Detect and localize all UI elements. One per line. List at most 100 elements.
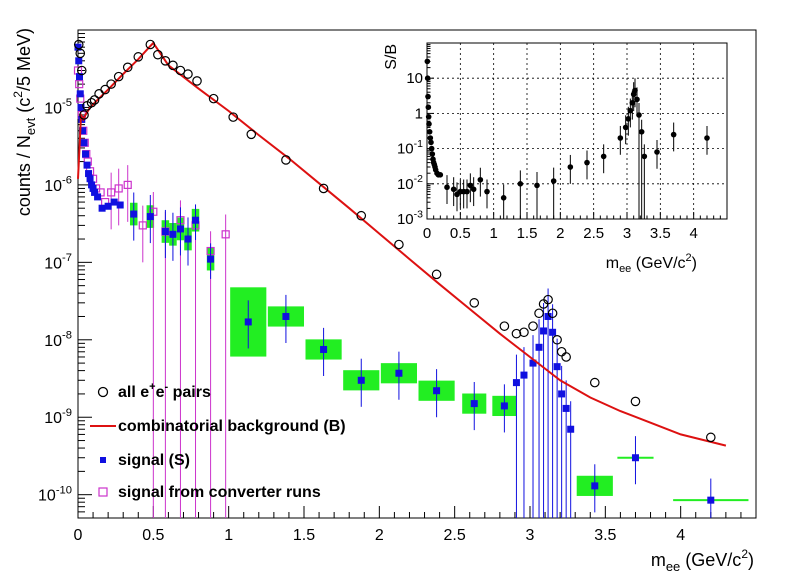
inset-point	[500, 195, 507, 201]
all-pairs-point	[89, 95, 100, 105]
signal-point	[395, 369, 403, 377]
inset-x-tick-label: 3.5	[650, 225, 671, 242]
inset-x-tick-label: 2	[556, 225, 564, 242]
all-pairs-point	[318, 183, 329, 194]
signal-point	[553, 363, 561, 371]
inset-point	[534, 182, 540, 189]
inset-point	[450, 186, 457, 193]
all-pairs-point	[499, 321, 510, 331]
converter-point	[114, 184, 123, 193]
signal-point	[80, 139, 88, 147]
signal-point	[320, 345, 328, 353]
legend-all-pairs-marker	[97, 386, 109, 398]
all-pairs-point	[705, 432, 716, 443]
signal-point	[207, 255, 215, 263]
inset-point	[424, 75, 431, 81]
signal-point	[98, 204, 106, 212]
signal-point	[591, 482, 599, 490]
x-tick-label: 4	[676, 527, 685, 544]
converter-point	[138, 221, 147, 230]
all-pairs-point	[246, 129, 257, 140]
all-pairs-point	[552, 334, 562, 345]
inset-x-tick-label: 1.5	[517, 225, 538, 242]
inset-point	[670, 131, 677, 138]
signal-point	[433, 387, 441, 395]
inset-point	[425, 93, 431, 100]
inset-point	[427, 135, 434, 141]
signal-point	[520, 371, 528, 379]
all-pairs-point	[534, 308, 544, 319]
signal-point	[176, 225, 184, 233]
inset-point	[444, 184, 450, 191]
signal-point	[282, 312, 290, 320]
signal-point	[567, 425, 575, 433]
y-tick-label: 10-7	[44, 252, 72, 272]
converter-point	[123, 180, 132, 189]
all-pairs-point	[168, 60, 178, 71]
all-pairs-point	[192, 76, 202, 86]
all-pairs-point	[528, 321, 538, 331]
all-pairs-point	[86, 97, 97, 108]
legend-signal-marker	[100, 457, 106, 463]
signal-point	[549, 328, 557, 336]
x-tick-label: 2.5	[444, 527, 466, 544]
all-pairs-point	[394, 239, 404, 250]
signal-point	[94, 193, 102, 201]
x-tick-label: 3	[526, 527, 535, 544]
signal-point	[244, 318, 252, 326]
all-pairs-point	[106, 79, 116, 89]
all-pairs-point	[100, 84, 110, 95]
inset-point	[634, 96, 640, 103]
all-pairs-point	[113, 71, 124, 82]
all-pairs-point	[79, 110, 89, 120]
inset-point	[425, 104, 432, 111]
signal-point	[192, 216, 200, 224]
inset-y-tick-label: 10	[406, 70, 423, 87]
y-tick-label: 10-5	[44, 97, 72, 117]
signal-point	[512, 379, 520, 387]
signal-point	[707, 496, 715, 504]
inset-x-tick-label: 0	[423, 225, 431, 242]
all-pairs-point	[153, 49, 163, 60]
inset-point	[638, 129, 645, 135]
signal-point	[535, 343, 543, 351]
legend: all e+e- pairs combinatorial background (…	[90, 381, 346, 501]
signal-point	[169, 230, 177, 238]
y-tick-label: 10-6	[44, 175, 72, 195]
inset-point	[636, 112, 642, 118]
inset-x-tick-label: 3	[623, 225, 631, 242]
inset-y-tick-label: 1	[415, 105, 423, 122]
signal-point	[562, 404, 570, 412]
signal-point	[146, 213, 154, 221]
legend-all-pairs-label: all e+e- pairs	[118, 381, 211, 401]
inset-x-axis-label: mee (GeV/c2)	[606, 252, 697, 275]
all-pairs-point	[589, 377, 600, 388]
all-pairs-point	[630, 396, 641, 407]
inset-point	[517, 181, 524, 187]
inset-point	[550, 178, 557, 184]
inset-point	[622, 124, 629, 131]
inset-point	[641, 153, 648, 160]
legend-background-label: combinatorial background (B)	[118, 418, 346, 435]
inset-point	[625, 116, 632, 122]
inset-point	[426, 129, 433, 135]
signal-point	[470, 400, 478, 408]
inset-point	[617, 135, 624, 141]
inset-point	[437, 172, 444, 178]
all-pairs-point	[122, 62, 133, 73]
inset-y-tick-label: 10-1	[397, 138, 423, 158]
main-plot: 0 0.5 1 1.5 2 2.5 3 3.5 410-1010-910-810-710-610…	[11, 28, 757, 574]
y-tick-label: 10-9	[44, 407, 72, 427]
signal-point	[86, 175, 94, 183]
inset-y-tick-label: 10-3	[397, 208, 423, 228]
signal-point	[76, 90, 84, 98]
inset-x-tick-label: 1	[489, 225, 497, 242]
signal-point	[558, 390, 566, 398]
inset-y-axis-label: S/B	[383, 44, 400, 70]
all-pairs-point	[281, 155, 291, 165]
x-tick-label: 0	[74, 527, 83, 544]
signal-point	[110, 198, 118, 206]
all-pairs-point	[145, 39, 156, 50]
all-pairs-point	[183, 69, 193, 79]
